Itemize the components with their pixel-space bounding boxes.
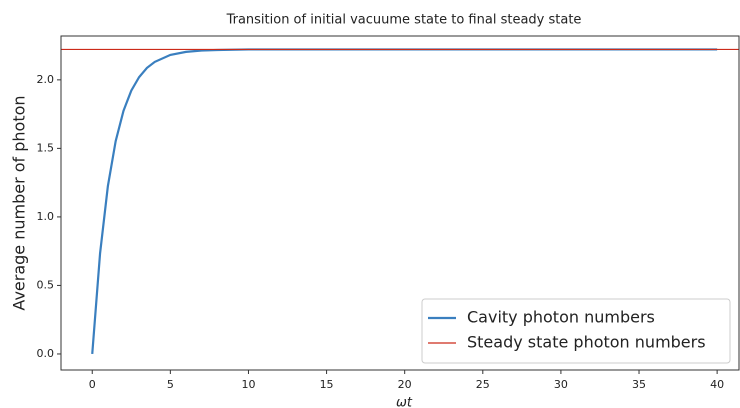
x-tick-label: 40	[710, 378, 724, 391]
y-tick-label: 1.0	[37, 210, 55, 223]
x-tick-label: 0	[89, 378, 96, 391]
y-tick-label: 2.0	[37, 73, 55, 86]
y-axis-label: Average number of photon	[10, 95, 29, 310]
x-tick-label: 30	[554, 378, 568, 391]
axes-frame	[60, 35, 740, 371]
x-axis-label: ωt	[396, 396, 413, 408]
legend-label: Cavity photon numbers	[467, 308, 655, 327]
x-tick-label: 5	[167, 378, 174, 391]
chart-title: Transition of initial vacuume state to f…	[226, 13, 582, 28]
legend-box	[421, 298, 731, 364]
x-tick-label: 20	[398, 378, 412, 391]
y-tick-label: 1.5	[37, 141, 55, 154]
y-tick-label: 0.5	[37, 278, 55, 291]
x-tick-label: 15	[320, 378, 334, 391]
x-tick-label: 25	[476, 378, 490, 391]
x-tick-label: 35	[632, 378, 646, 391]
x-tick-label: 10	[241, 378, 255, 391]
y-tick-label: 0.0	[37, 347, 55, 360]
legend-label: Steady state photon numbers	[467, 333, 706, 352]
